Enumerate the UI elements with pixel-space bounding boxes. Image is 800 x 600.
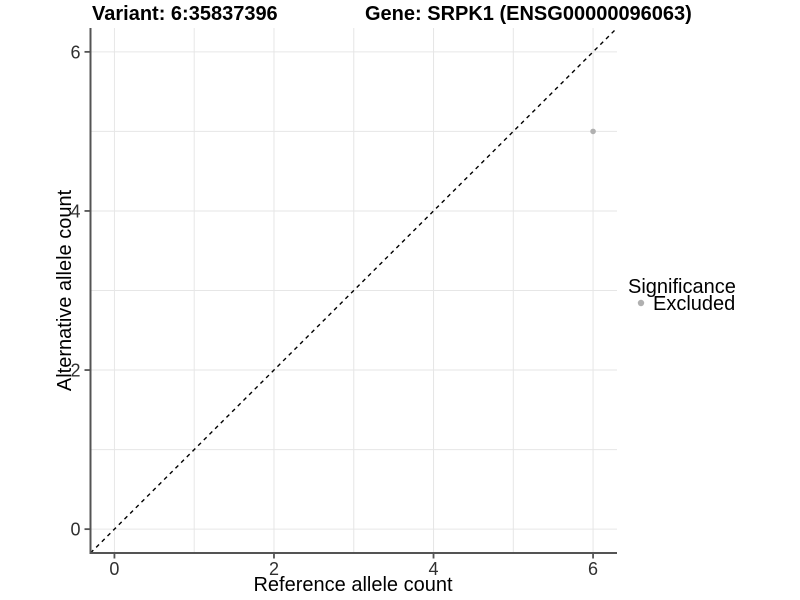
- x-tick-label: 0: [109, 559, 119, 579]
- x-tick-label: 4: [429, 559, 439, 579]
- legend-excluded-dot-icon: [637, 299, 645, 307]
- y-tick-label: 6: [70, 42, 80, 62]
- y-tick-label: 2: [70, 361, 80, 381]
- identity-line: [90, 27, 618, 554]
- axis-ticks: 0 2 4 6 0 2 4 6: [70, 42, 598, 579]
- legend-title: Significance: [628, 276, 736, 298]
- legend-item-excluded: Excluded: [653, 293, 735, 315]
- gridlines: [90, 28, 617, 553]
- data-points: [590, 128, 596, 135]
- x-tick-label: 6: [588, 559, 598, 579]
- plot-title-variant: Variant: 6:35837396: [92, 3, 278, 25]
- y-axis-label: Alternative allele count: [54, 189, 76, 391]
- legend: Significance Excluded: [628, 276, 736, 315]
- plot-title-gene: Gene: SRPK1 (ENSG00000096063): [365, 3, 692, 25]
- x-axis-label: Reference allele count: [253, 574, 452, 596]
- y-tick-label: 0: [70, 520, 80, 540]
- y-tick-label: 4: [70, 201, 80, 221]
- identity-dashed-line: [90, 27, 618, 554]
- data-point: [590, 128, 596, 135]
- x-tick-label: 2: [269, 559, 279, 579]
